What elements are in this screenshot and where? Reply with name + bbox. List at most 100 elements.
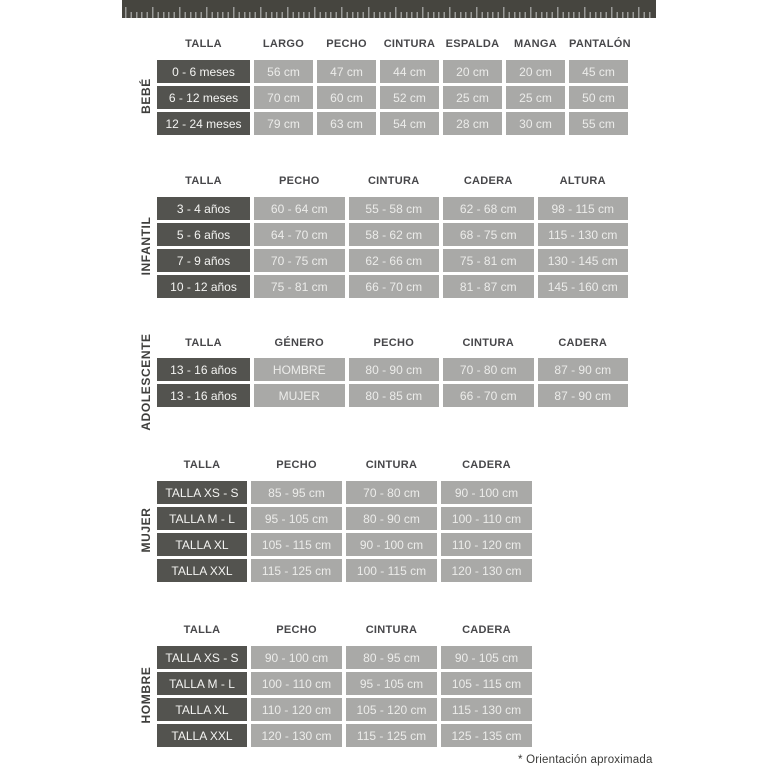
- value-cell: 87 - 90 cm: [537, 384, 628, 407]
- column-header: TALLA: [183, 624, 221, 636]
- column-header: TALLA: [185, 337, 222, 349]
- size-label-cell: TALLA XL: [157, 533, 247, 556]
- value-cell: 85 - 95 cm: [251, 481, 342, 504]
- value-cell: 87 - 90 cm: [537, 358, 628, 381]
- value-cell: 90 - 100 cm: [346, 533, 437, 556]
- value-cell: 62 - 66 cm: [348, 249, 439, 272]
- value-cell: 60 cm: [317, 86, 376, 109]
- size-label-cell: 3 - 4 años: [157, 197, 250, 220]
- value-cell: 56 cm: [254, 60, 313, 83]
- size-label-cell: 7 - 9 años: [157, 249, 250, 272]
- value-cell: 145 - 160 cm: [537, 275, 628, 298]
- value-cell: HOMBRE: [254, 358, 345, 381]
- column-header: ESPALDA: [445, 38, 500, 50]
- value-cell: 100 - 115 cm: [346, 559, 437, 582]
- value-cell: 95 - 105 cm: [251, 507, 342, 530]
- value-cell: 100 - 110 cm: [441, 507, 532, 530]
- value-cell: 60 - 64 cm: [254, 197, 345, 220]
- column-header-row: TALLA GÉNERO PECHO CINTURA CADERA: [157, 335, 628, 351]
- column-header: CINTURA: [365, 624, 418, 636]
- size-label-cell: 13 - 16 años: [157, 358, 250, 381]
- value-cell: 52 cm: [380, 86, 439, 109]
- value-cell: 50 cm: [569, 86, 628, 109]
- table-bebe: TALLA LARGO PECHO CINTURA ESPALDA MANGA PANTAL…: [157, 36, 631, 135]
- value-cell: 66 - 70 cm: [348, 275, 439, 298]
- value-cell: 63 cm: [317, 112, 376, 135]
- value-cell: MUJER: [254, 384, 345, 407]
- value-cell: 105 - 120 cm: [346, 698, 437, 721]
- value-cell: 110 - 120 cm: [441, 533, 532, 556]
- column-header: CADERA: [558, 337, 608, 349]
- group-label-hombre: HOMBRE: [139, 666, 153, 724]
- column-header: CADERA: [462, 459, 511, 471]
- value-cell: 20 cm: [443, 60, 502, 83]
- value-cell: 80 - 90 cm: [346, 507, 437, 530]
- value-cell: 44 cm: [380, 60, 439, 83]
- value-cell: 25 cm: [443, 86, 502, 109]
- table-body: 0 - 6 meses 56 cm 47 cm 44 cm 20 cm 20 cm 45 c…: [157, 60, 628, 135]
- column-header: CINTURA: [365, 459, 418, 471]
- value-cell: 64 - 70 cm: [254, 223, 345, 246]
- value-cell: 130 - 145 cm: [537, 249, 628, 272]
- table-mujer: TALLA PECHO CINTURA CADERA TALLA XS - S 85 - …: [157, 457, 532, 582]
- table-body: 13 - 16 años HOMBRE 80 - 90 cm 70 - 80 cm 87…: [157, 358, 628, 407]
- column-header: TALLA: [185, 175, 222, 187]
- value-cell: 100 - 110 cm: [251, 672, 342, 695]
- value-cell: 70 cm: [254, 86, 313, 109]
- value-cell: 120 - 130 cm: [251, 724, 342, 747]
- column-header: PECHO: [276, 459, 317, 471]
- column-header: PECHO: [326, 38, 367, 50]
- value-cell: 62 - 68 cm: [443, 197, 534, 220]
- table-body: 3 - 4 años 60 - 64 cm 55 - 58 cm 62 - 68 cm…: [157, 197, 628, 298]
- column-header-row: TALLA PECHO CINTURA CADERA: [157, 622, 532, 638]
- group-label-infantil: INFANTIL: [139, 216, 153, 276]
- column-header: CADERA: [463, 175, 513, 187]
- value-cell: 115 - 130 cm: [441, 698, 532, 721]
- value-cell: 110 - 120 cm: [251, 698, 342, 721]
- size-label-cell: 5 - 6 años: [157, 223, 250, 246]
- value-cell: 81 - 87 cm: [443, 275, 534, 298]
- column-header: CINTURA: [462, 337, 515, 349]
- column-header: PECHO: [278, 175, 320, 187]
- table-body: TALLA XS - S 85 - 95 cm 70 - 80 cm 90 - 100…: [157, 481, 532, 582]
- size-label-cell: 10 - 12 años: [157, 275, 250, 298]
- value-cell: 115 - 130 cm: [537, 223, 628, 246]
- value-cell: 55 - 58 cm: [348, 197, 439, 220]
- value-cell: 66 - 70 cm: [443, 384, 534, 407]
- value-cell: 115 - 125 cm: [251, 559, 342, 582]
- size-label-cell: TALLA XS - S: [157, 646, 247, 669]
- value-cell: 47 cm: [317, 60, 376, 83]
- column-header: CINTURA: [367, 175, 420, 187]
- value-cell: 79 cm: [254, 112, 313, 135]
- measuring-tape-ruler: [122, 0, 656, 18]
- column-header-row: TALLA PECHO CINTURA CADERA: [157, 457, 532, 473]
- size-label-cell: TALLA XXL: [157, 559, 247, 582]
- value-cell: 25 cm: [506, 86, 565, 109]
- column-header: LARGO: [262, 38, 305, 50]
- size-label-cell: 13 - 16 años: [157, 384, 250, 407]
- size-label-cell: TALLA XS - S: [157, 481, 247, 504]
- value-cell: 20 cm: [506, 60, 565, 83]
- value-cell: 125 - 135 cm: [441, 724, 532, 747]
- column-header: PECHO: [276, 624, 317, 636]
- value-cell: 75 - 81 cm: [443, 249, 534, 272]
- column-header: ALTURA: [559, 175, 606, 187]
- value-cell: 75 - 81 cm: [254, 275, 345, 298]
- group-label-bebe: BEBÉ: [139, 78, 153, 114]
- value-cell: 80 - 90 cm: [348, 358, 439, 381]
- table-body: TALLA XS - S 90 - 100 cm 80 - 95 cm 90 - 10…: [157, 646, 532, 747]
- size-label-cell: TALLA M - L: [157, 672, 247, 695]
- column-header: TALLA: [183, 459, 221, 471]
- size-label-cell: TALLA XXL: [157, 724, 247, 747]
- column-header: TALLA: [185, 38, 222, 50]
- value-cell: 120 - 130 cm: [441, 559, 532, 582]
- value-cell: 55 cm: [569, 112, 628, 135]
- value-cell: 80 - 95 cm: [346, 646, 437, 669]
- value-cell: 98 - 115 cm: [537, 197, 628, 220]
- value-cell: 105 - 115 cm: [251, 533, 342, 556]
- table-adolescente: TALLA GÉNERO PECHO CINTURA CADERA 13 - 16 año…: [157, 335, 628, 407]
- size-label-cell: TALLA XL: [157, 698, 247, 721]
- value-cell: 45 cm: [569, 60, 628, 83]
- value-cell: 58 - 62 cm: [348, 223, 439, 246]
